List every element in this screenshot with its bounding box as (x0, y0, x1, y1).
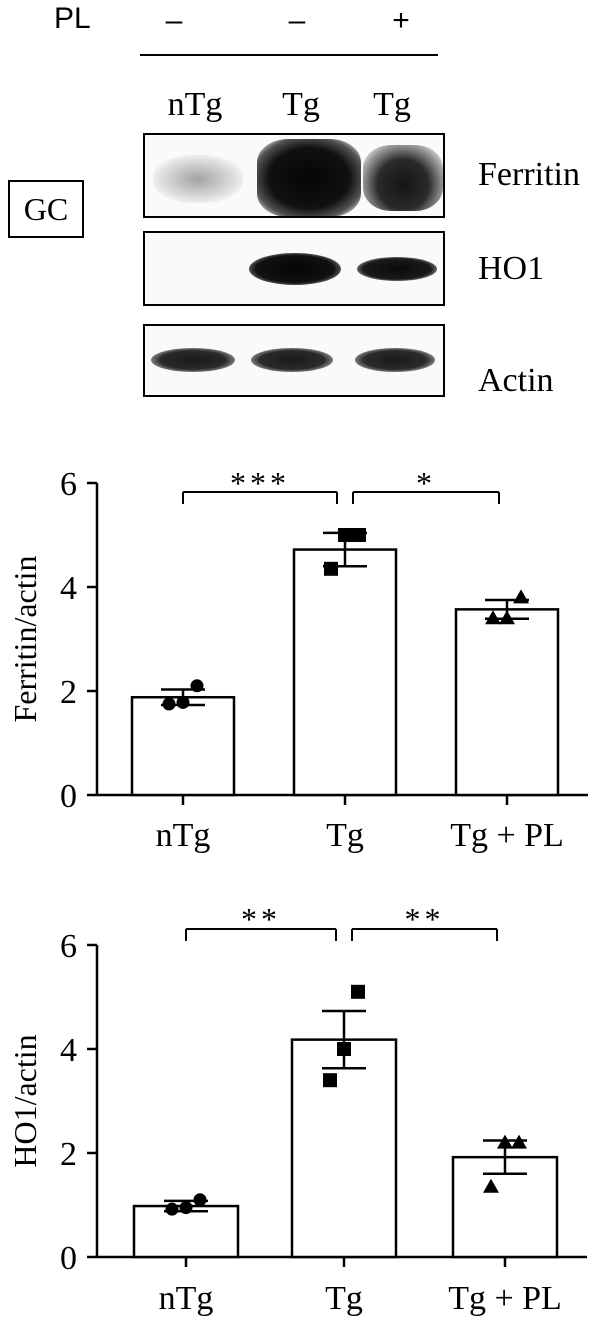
ho1-blot (143, 231, 445, 306)
band-label-ho1: HO1 (478, 250, 545, 287)
x-tick-label: Tg + PL (450, 817, 564, 854)
actin-band-lane-2 (251, 348, 333, 372)
ferritin-band-lane-3 (363, 145, 443, 211)
significance-label: * (416, 465, 436, 501)
ferritin-band-lane-2 (257, 139, 361, 216)
pl-treatment-label: PL (54, 2, 91, 35)
actin-band-lane-1 (151, 348, 235, 372)
data-point (179, 1201, 193, 1215)
y-tick-label: 4 (60, 570, 77, 607)
significance-label: ** (241, 901, 281, 937)
data-point (324, 561, 338, 576)
data-point (497, 1134, 513, 1149)
ho1-band-lane-2 (249, 253, 341, 285)
panel-label: GC (23, 190, 69, 227)
panel-label-box: GC (8, 180, 84, 238)
significance-label: ** (405, 901, 445, 937)
x-tick-label: Tg (325, 1280, 363, 1317)
x-tick-label: nTg (156, 817, 211, 854)
data-point (499, 610, 515, 625)
band-label-ferritin: Ferritin (478, 156, 580, 193)
data-point (165, 1202, 179, 1216)
y-tick-label: 2 (60, 1136, 77, 1173)
y-tick-label: 6 (60, 928, 77, 965)
x-tick-label: Tg + PL (448, 1280, 562, 1317)
y-tick-label: 0 (60, 1240, 77, 1277)
x-tick-label: nTg (159, 1280, 214, 1317)
lane-label-2: Tg (282, 86, 320, 123)
y-tick-label: 2 (60, 674, 77, 711)
data-point (162, 697, 176, 711)
lane-label-3: Tg (373, 86, 411, 123)
data-point (193, 1193, 207, 1207)
data-point (352, 528, 366, 542)
data-point (337, 1042, 351, 1056)
data-point (483, 1178, 499, 1193)
data-point (338, 528, 352, 542)
y-tick-label: 6 (60, 466, 77, 503)
y-tick-label: 4 (60, 1032, 77, 1069)
bar (454, 608, 560, 797)
treatment-underline (140, 54, 438, 56)
data-point (513, 589, 529, 604)
x-tick-label: Tg (326, 817, 364, 854)
data-point (190, 679, 204, 693)
bar (292, 548, 398, 797)
pl-sign-lane-2: – (288, 4, 306, 37)
actin-blot (143, 324, 445, 397)
data-point (511, 1134, 527, 1149)
ferritin-band-lane-1 (153, 155, 243, 203)
bar (290, 1038, 398, 1259)
band-label-actin: Actin (478, 362, 554, 399)
pl-sign-lane-1: – (165, 4, 183, 37)
ho1-actin-chart: HO1/actin 0 2 4 6 nTg Tg Tg + PL ** ** (7, 901, 587, 1317)
ho1-band-lane-3 (357, 257, 437, 281)
ferritin-blot (143, 133, 445, 218)
lane-label-1: nTg (167, 86, 223, 123)
y-axis-label: Ferritin/actin (7, 555, 43, 722)
bar (130, 695, 236, 797)
data-point (485, 610, 501, 625)
data-point (176, 695, 190, 709)
pl-sign-lane-3: + (392, 4, 410, 37)
actin-band-lane-3 (355, 348, 435, 372)
y-tick-label: 0 (60, 778, 77, 815)
y-axis-label: HO1/actin (7, 1034, 43, 1167)
bar (132, 1204, 240, 1259)
significance-label: *** (230, 465, 290, 501)
data-point (323, 1073, 337, 1088)
data-point (351, 984, 365, 999)
